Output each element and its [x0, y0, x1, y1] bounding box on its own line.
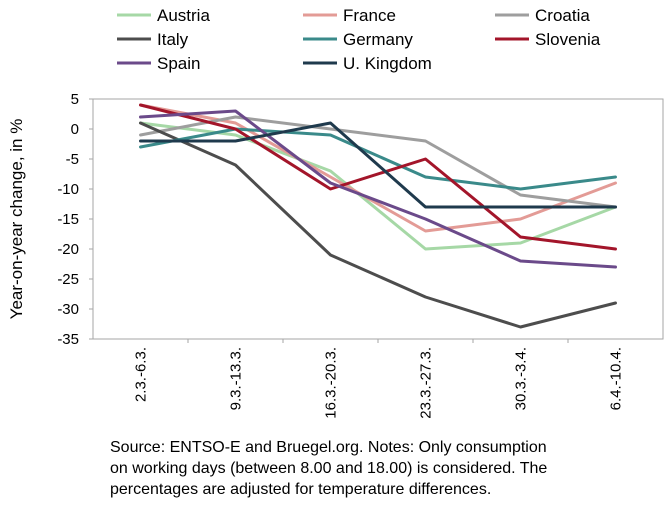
series-line-slovenia: [139, 103, 617, 251]
series-line-u-kingdom: [139, 121, 617, 209]
legend-label-austria: Austria: [157, 6, 210, 25]
legend-label-italy: Italy: [157, 30, 189, 49]
y-tick-label: 0: [71, 121, 79, 138]
legend-label-croatia: Croatia: [535, 6, 590, 25]
x-tick-label: 30.3.-3.4.: [513, 347, 530, 410]
y-tick-label: -5: [66, 151, 79, 168]
legend-label-france: France: [343, 6, 396, 25]
y-tick-label: -35: [57, 331, 79, 348]
axes: 5 0 -5 -10 -15 -20 -25 -30 -35 2.3.-6.3. 9.3.-13.3…: [7, 91, 664, 419]
source-note-line-1: Source: ENTSO-E and Bruegel.org. Notes: …: [110, 439, 547, 456]
x-tick-label: 23.3.-27.3.: [418, 347, 435, 419]
series-line-spain: [139, 109, 617, 269]
source-note-line-3: percentages are adjusted for temperature…: [110, 481, 492, 498]
legend-label-germany: Germany: [343, 30, 413, 49]
y-tick-label: -10: [57, 181, 79, 198]
y-tick-label: -15: [57, 211, 79, 228]
series-line-italy: [139, 121, 617, 329]
x-tick-label: 6.4.-10.4.: [608, 347, 625, 410]
x-tick-label: 16.3.-20.3.: [323, 347, 340, 419]
y-axis-title: Year-on-year change, in %: [7, 119, 26, 320]
y-tick-label: 5: [71, 91, 79, 108]
legend-label-spain: Spain: [157, 54, 200, 73]
x-tick-label: 2.3.-6.3.: [133, 347, 150, 402]
source-note: Source: ENTSO-E and Bruegel.org. Notes: …: [110, 437, 650, 500]
y-tick-label: -30: [57, 301, 79, 318]
plot-area: [139, 103, 617, 329]
source-note-line-2: on working days (between 8.00 and 18.00)…: [110, 460, 548, 477]
legend-label-slovenia: Slovenia: [535, 30, 601, 49]
y-tick-label: -20: [57, 241, 79, 258]
y-tick-label: -25: [57, 271, 79, 288]
series-line-germany: [139, 127, 617, 191]
legend-label-u-kingdom: U. Kingdom: [343, 54, 432, 73]
x-tick-label: 9.3.-13.3.: [228, 347, 245, 410]
legend: Austria France Croatia Italy Germany Slovenia…: [117, 6, 601, 73]
series-line-croatia: [139, 115, 617, 209]
